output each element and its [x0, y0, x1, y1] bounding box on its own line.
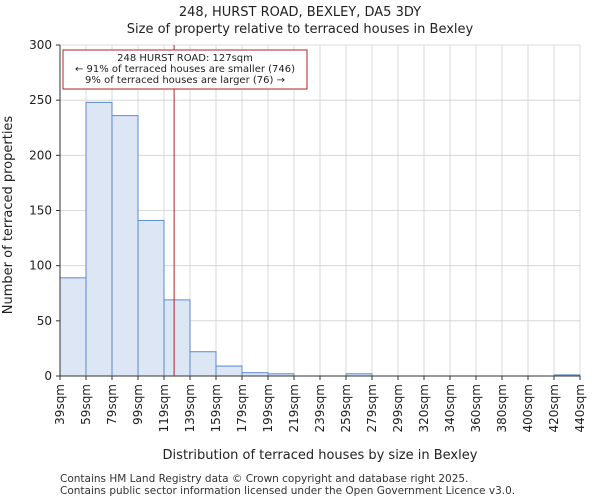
x-tick-label-59sqm: 59sqm — [79, 384, 93, 425]
bar-39sqm — [59, 277, 87, 377]
x-tick-label-119sqm: 119sqm — [157, 384, 171, 432]
annotation-line-1: 248 HURST ROAD: 127sqm — [117, 53, 253, 64]
y-tick-label-300: 300 — [29, 38, 52, 52]
y-tick-label-0: 0 — [44, 369, 52, 383]
x-tick-label-219sqm: 219sqm — [287, 384, 301, 432]
footer-line-2: Contains public sector information licen… — [60, 485, 516, 497]
y-axis-label: Number of terraced properties — [1, 116, 16, 315]
x-tick-label-420sqm: 420sqm — [547, 384, 561, 432]
y-tick-label-200: 200 — [29, 148, 52, 162]
x-tick-label-199sqm: 199sqm — [261, 384, 275, 432]
x-tick-label-239sqm: 239sqm — [313, 384, 327, 432]
x-tick-labels: 39sqm 59sqm 79sqm 99sqm 119sqm 139sqm 159sqm 17… — [53, 376, 587, 432]
x-tick-label-179sqm: 179sqm — [235, 384, 249, 432]
x-tick-label-360sqm: 360sqm — [469, 384, 483, 432]
chart-subtitle: Size of property relative to terraced ho… — [127, 22, 474, 37]
y-tick-labels: 0 50 100 150 200 250 300 — [29, 38, 60, 383]
x-tick-label-99sqm: 99sqm — [131, 384, 145, 425]
x-tick-label-259sqm: 259sqm — [339, 384, 353, 432]
x-tick-label-299sqm: 299sqm — [391, 384, 405, 432]
annotation-box: 248 HURST ROAD: 127sqm ← 91% of terraced… — [62, 49, 308, 90]
annotation-line-3: 9% of terraced houses are larger (76) → — [85, 75, 285, 86]
bar-139sqm — [189, 351, 217, 377]
x-tick-label-320sqm: 320sqm — [417, 384, 431, 432]
x-tick-label-340sqm: 340sqm — [443, 384, 457, 432]
x-tick-label-400sqm: 400sqm — [521, 384, 535, 432]
x-tick-label-139sqm: 139sqm — [183, 384, 197, 432]
y-tick-label-50: 50 — [37, 314, 52, 328]
annotation-line-2: ← 91% of terraced houses are smaller (74… — [75, 64, 295, 75]
bar-79sqm — [111, 115, 139, 377]
y-tick-label-250: 250 — [29, 93, 52, 107]
chart-title: 248, HURST ROAD, BEXLEY, DA5 3DY — [179, 5, 421, 20]
x-tick-label-79sqm: 79sqm — [105, 384, 119, 425]
x-axis-label: Distribution of terraced houses by size … — [163, 448, 478, 463]
grid — [60, 44, 581, 376]
bar-119sqm — [163, 299, 191, 377]
bar-99sqm — [137, 219, 165, 377]
bar-59sqm — [85, 101, 113, 377]
x-tick-label-440sqm: 440sqm — [573, 384, 587, 432]
x-tick-label-380sqm: 380sqm — [495, 384, 509, 432]
footer-line-1: Contains HM Land Registry data © Crown c… — [60, 473, 469, 485]
x-tick-label-159sqm: 159sqm — [209, 384, 223, 432]
y-tick-label-150: 150 — [29, 204, 52, 218]
x-tick-label-279sqm: 279sqm — [365, 384, 379, 432]
histogram-chart: 248, HURST ROAD, BEXLEY, DA5 3DY Size of… — [1, 5, 587, 463]
x-tick-label-39sqm: 39sqm — [53, 384, 67, 425]
y-tick-label-100: 100 — [29, 259, 52, 273]
bar-159sqm — [215, 365, 243, 377]
